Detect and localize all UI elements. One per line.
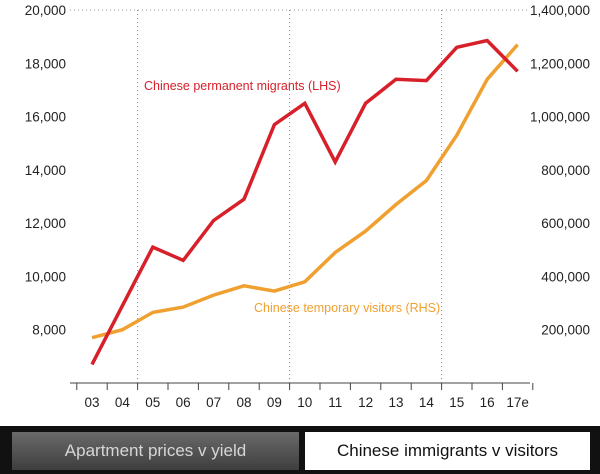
chart-area: 03 04 05 06 07 08 09 10 11 12 13 14 15 16 17e 8,000 10,0… [25, 3, 590, 410]
x-tick-label-07: 07 [206, 395, 221, 410]
right-axis-label-400000: 400,000 [541, 269, 590, 284]
left-axis-label-20000: 20,000 [25, 3, 66, 18]
left-axis-label-12000: 12,000 [25, 216, 66, 231]
x-tick-label-14: 14 [419, 395, 435, 410]
x-tick-label-05: 05 [145, 395, 160, 410]
x-tick-label-04: 04 [115, 395, 131, 410]
x-tick-label-12: 12 [358, 395, 373, 410]
x-tick-label-09: 09 [267, 395, 282, 410]
tab-apartment-prices[interactable]: Apartment prices v yield [12, 432, 299, 470]
x-tick-label-13: 13 [388, 395, 403, 410]
right-axis-label-200000: 200,000 [541, 323, 590, 338]
series-line-temporary-visitors [91, 43, 519, 340]
left-axis-label-10000: 10,000 [25, 269, 66, 284]
x-tick-label-10: 10 [297, 395, 312, 410]
x-tick-label-16: 16 [480, 395, 495, 410]
left-axis-label-8000: 8,000 [32, 323, 66, 338]
right-axis-label-1200000: 1,200,000 [530, 56, 590, 71]
left-axis-label-18000: 18,000 [25, 56, 66, 71]
x-tick-label-08: 08 [236, 395, 251, 410]
tab-chinese-immigrants[interactable]: Chinese immigrants v visitors [305, 432, 590, 470]
series-label-permanent-migrants: Chinese permanent migrants (LHS) [144, 79, 341, 93]
left-axis-label-16000: 16,000 [25, 110, 66, 125]
x-tick-label-06: 06 [176, 395, 191, 410]
right-axis-label-600000: 600,000 [541, 216, 590, 231]
right-axis-label-1000000: 1,000,000 [530, 110, 590, 125]
x-tick-label-15: 15 [449, 395, 464, 410]
right-axis-label-1400000: 1,400,000 [530, 3, 590, 18]
x-tick-label-03: 03 [84, 395, 99, 410]
x-tick-label-11: 11 [328, 395, 342, 410]
line-chart: 03 04 05 06 07 08 09 10 11 12 13 14 15 16 17e 8,000 10,0… [25, 3, 590, 410]
series-label-temporary-visitors: Chinese temporary visitors (RHS) [254, 301, 440, 315]
tab-bar: Apartment prices v yield Chinese immigra… [0, 426, 600, 474]
right-axis-label-800000: 800,000 [541, 163, 590, 178]
x-tick-label-17e: 17e [506, 395, 529, 410]
left-axis-label-14000: 14,000 [25, 163, 66, 178]
series-line-permanent-migrants [90, 38, 519, 366]
